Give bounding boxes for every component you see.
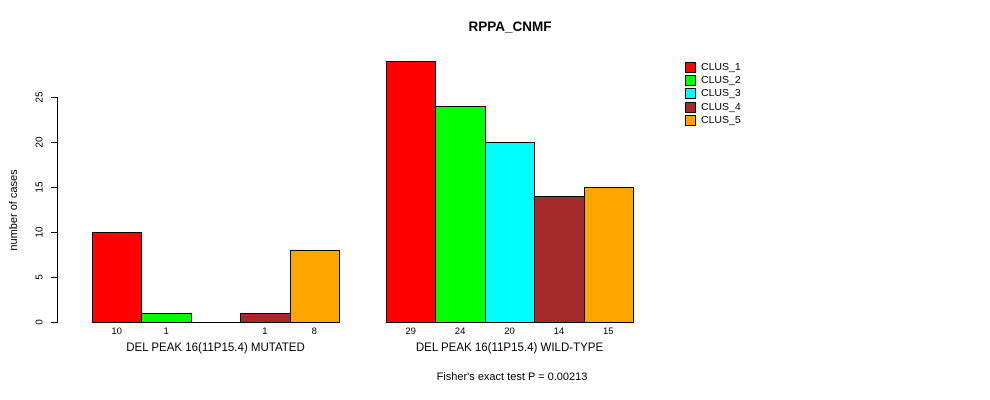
bar-clus_4-group1	[240, 313, 291, 323]
y-tick-label-15: 15	[34, 181, 46, 193]
group-label-2: DEL PEAK 16(11P15.4) WILD-TYPE	[415, 342, 604, 354]
bar-count-clus_2-group2: 24	[454, 326, 466, 337]
fisher-test-note: Fisher's exact test P = 0.00213	[436, 371, 588, 383]
legend-label-clus_1: CLUS_1	[701, 61, 741, 73]
y-tick-label-5: 5	[34, 274, 46, 280]
y-tick-label-0: 0	[34, 319, 46, 325]
y-tick-mark-0	[51, 322, 57, 323]
y-axis-label: number of cases	[8, 169, 20, 251]
legend-swatch-clus_2	[685, 75, 696, 87]
bar-clus_1-group1	[92, 232, 143, 323]
legend-swatch-clus_3	[685, 88, 696, 100]
bar-clus_1-group2	[386, 61, 437, 323]
chart-title: RPPA_CNMF	[468, 19, 552, 34]
bar-count-clus_4-group1: 1	[262, 326, 268, 337]
y-tick-mark-20	[51, 142, 57, 143]
y-tick-mark-10	[51, 232, 57, 233]
y-tick-mark-25	[51, 97, 57, 98]
bar-count-clus_5-group1: 8	[311, 326, 317, 337]
y-tick-label-20: 20	[34, 136, 46, 148]
legend-swatch-clus_5	[685, 114, 696, 126]
bar-clus_2-group1	[141, 313, 192, 323]
y-tick-label-10: 10	[34, 226, 46, 238]
legend-swatch-clus_4	[685, 101, 696, 113]
bar-count-clus_5-group2: 15	[603, 326, 614, 337]
bar-count-clus_3-group2: 20	[504, 326, 515, 337]
bar-count-clus_1-group2: 29	[405, 326, 416, 337]
bar-count-clus_2-group1: 1	[163, 326, 169, 337]
y-tick-mark-15	[51, 187, 57, 188]
y-tick-label-25: 25	[34, 91, 46, 103]
bar-clus_4-group2	[534, 196, 585, 323]
bar-clus_5-group2	[583, 187, 634, 323]
legend-label-clus_3: CLUS_3	[701, 87, 741, 100]
bar-count-clus_4-group2: 14	[553, 326, 565, 337]
y-tick-mark-5	[51, 277, 57, 278]
bar-clus_3-group1	[190, 322, 242, 323]
legend-label-clus_2: CLUS_2	[701, 74, 741, 87]
bar-count-clus_1-group1: 10	[111, 326, 122, 337]
legend-label-clus_4: CLUS_4	[701, 100, 741, 113]
legend-label-clus_5: CLUS_5	[701, 113, 741, 126]
bar-clus_5-group1	[289, 250, 340, 323]
bar-clus_2-group2	[435, 106, 486, 323]
bar-clus_3-group2	[484, 142, 536, 323]
legend-swatch-clus_1	[685, 62, 696, 73]
group-label-1: DEL PEAK 16(11P15.4) MUTATED	[126, 342, 305, 354]
y-axis-line	[57, 97, 58, 323]
